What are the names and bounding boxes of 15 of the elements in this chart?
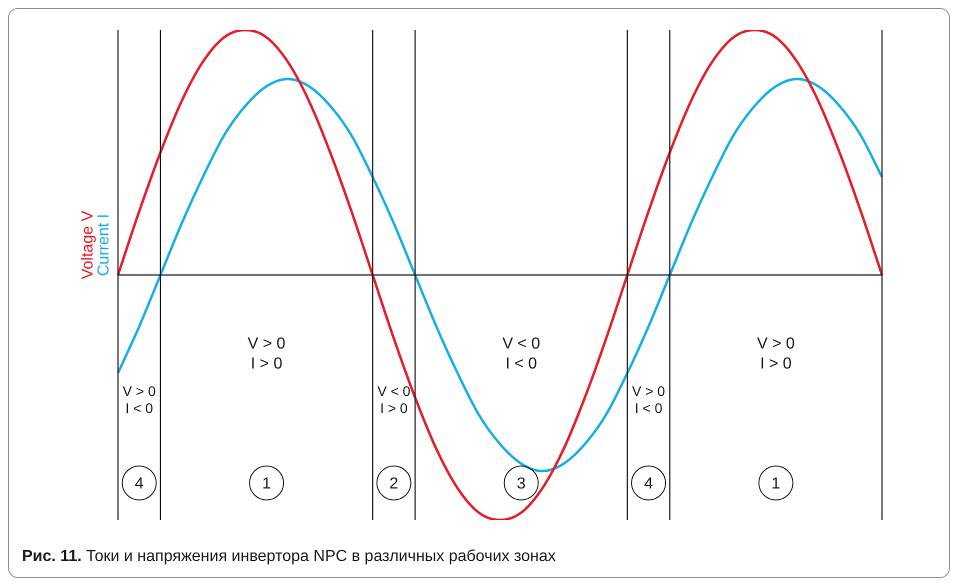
- annotation: 3: [516, 475, 526, 492]
- annotation: 4: [134, 475, 144, 492]
- annotation: 4: [644, 475, 654, 492]
- annotation: 1: [771, 475, 780, 492]
- annotation: 2: [389, 475, 398, 492]
- text: Voltage V: [79, 210, 96, 280]
- annotation: V < 0 I > 0: [377, 382, 411, 416]
- annotation: V > 0 I < 0: [632, 382, 666, 416]
- annotation: V > 0 I < 0: [122, 382, 156, 416]
- annotation: V > 0 I > 0: [756, 335, 795, 372]
- annotation: V < 0 I < 0: [502, 335, 540, 372]
- text: Рис. 11. Токи и напряжения инвертора NPC в различных рабочих зонах: [22, 548, 556, 566]
- text: Current I: [95, 214, 112, 276]
- annotation: V > 0 I > 0: [248, 335, 286, 372]
- annotation: 1: [262, 475, 272, 492]
